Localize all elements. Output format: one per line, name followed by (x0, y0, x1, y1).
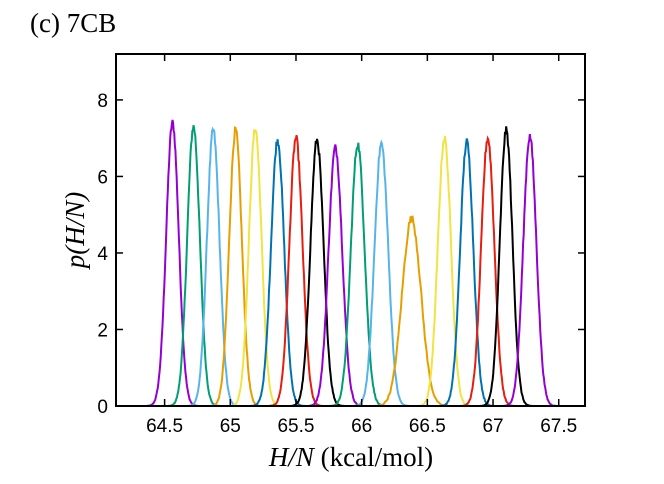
distribution-curve-8 (289, 138, 345, 407)
distribution-curve-10 (328, 142, 387, 407)
x-tick-label: 67 (482, 416, 503, 437)
x-tick-label: 67.5 (540, 416, 577, 437)
distribution-curve-2 (166, 125, 221, 407)
distribution-curve-17 (502, 133, 558, 407)
y-tick-label: 4 (97, 244, 108, 265)
x-axis-ticks: 64.5 65 65.5 66 66.5 67 67.5 (146, 54, 577, 437)
x-tick-label: 64.5 (146, 416, 183, 437)
distribution-curve-9 (306, 144, 365, 407)
x-axis-title: H/N (kcal/mol) (268, 442, 433, 472)
distribution-curve-15 (460, 135, 516, 407)
x-tick-label: 66.5 (409, 416, 446, 437)
distribution-curve-14 (439, 138, 495, 407)
distribution-curve-13 (416, 135, 473, 407)
x-tick-label: 65.5 (277, 416, 314, 437)
distribution-curve-7 (268, 135, 324, 407)
x-axis-title-units: (kcal/mol) (314, 442, 433, 472)
y-tick-label: 0 (97, 397, 108, 418)
y-tick-label: 6 (97, 167, 108, 188)
y-axis-title: p(H/N) (60, 192, 90, 271)
distribution-curve-1 (145, 119, 200, 407)
distribution-curves (145, 119, 558, 408)
x-tick-label: 65 (220, 416, 241, 437)
distribution-curve-12 (371, 215, 452, 408)
distribution-curve-5 (228, 128, 282, 408)
y-tick-label: 2 (97, 320, 108, 341)
x-tick-label: 66 (351, 416, 372, 437)
distribution-curve-16 (479, 126, 533, 407)
distribution-curve-4 (209, 126, 263, 407)
panel-title: (c) 7CB (30, 8, 117, 38)
plot-frame (115, 53, 586, 407)
x-axis-title-italic: H/N (268, 442, 316, 472)
y-tick-label: 8 (97, 91, 108, 112)
y-axis-ticks: 0 2 4 6 8 (97, 91, 585, 418)
